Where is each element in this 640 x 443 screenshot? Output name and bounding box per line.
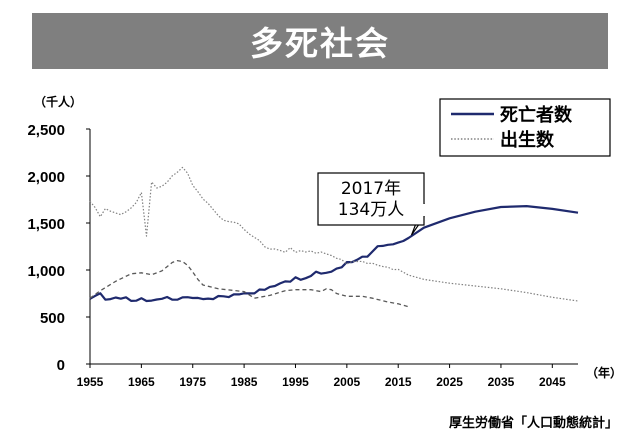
annotation-text: 134万人: [338, 200, 404, 220]
x-tick-label: 1995: [282, 375, 309, 389]
page-title: 多死社会: [250, 24, 390, 63]
y-unit-label: （千人）: [34, 94, 82, 109]
x-tick-label: 2005: [333, 375, 360, 389]
y-tick-label: 0: [57, 357, 65, 374]
title-banner: 多死社会: [32, 13, 608, 69]
x-tick-label: 1955: [77, 375, 104, 389]
legend-label: 死亡者数: [500, 104, 573, 126]
annotation-box: [317, 172, 425, 226]
legend-label: 出生数: [500, 129, 555, 151]
x-tick-label: 2035: [488, 375, 515, 389]
series-line-1: [89, 205, 579, 303]
y-tick-label: 1,000: [27, 263, 65, 280]
y-tick-label: 2,500: [27, 122, 65, 139]
source-note: 厚生労働省「人口動態統計」: [448, 416, 618, 431]
series-lines: [89, 166, 579, 308]
x-tick-label: 2045: [539, 375, 566, 389]
x-tick-label: 2015: [385, 375, 412, 389]
x-tick-label: 1985: [231, 375, 258, 389]
axes: 0 500 1,000 1,500 2,000 2,500 （千人） 1955 1965 1975…: [27, 94, 622, 389]
x-tick-label: 2025: [436, 375, 463, 389]
series-line-3: [89, 259, 409, 308]
y-tick-label: 2,000: [27, 169, 65, 186]
x-unit-label: （年）: [586, 365, 622, 380]
legend-box: [439, 98, 611, 157]
y-tick-label: 1,500: [27, 216, 65, 233]
annotation-text: 2017年: [341, 179, 401, 199]
x-tick-label: 1975: [179, 375, 206, 389]
series-line-2: [89, 166, 579, 302]
y-tick-label: 500: [40, 310, 65, 327]
x-tick-label: 1965: [128, 375, 155, 389]
